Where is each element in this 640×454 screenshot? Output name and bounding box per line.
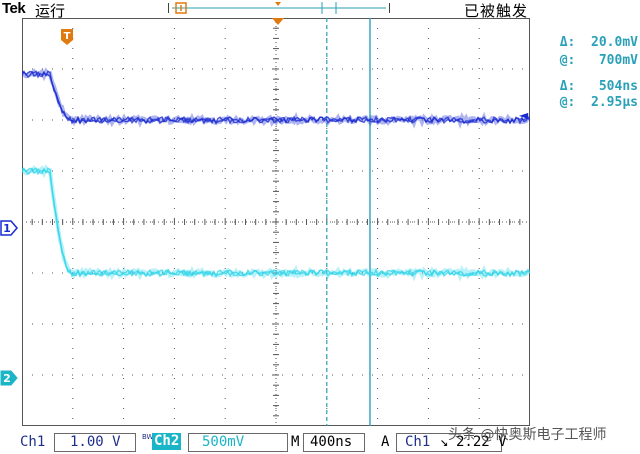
trigger-mode: A [381, 434, 390, 450]
ch2-marker-label: 2 [3, 372, 11, 385]
ch1-waveform-trace [21, 70, 531, 125]
ch1-marker-label: 1 [3, 222, 11, 235]
cursor-readout-v: @: 700mV [544, 38, 638, 68]
ch2-scale: 500mV [202, 434, 245, 450]
cursor-readout-dt: Δ: 504ns [544, 64, 638, 94]
trigger-marker-label: T [64, 31, 71, 42]
ref-level-icon: ◄ [519, 108, 529, 122]
settings-bar: Ch1 1.00 V BW Ch2 500mV M 400ns A Ch1 ↘ … [0, 430, 640, 454]
delta-symbol: Δ: [559, 35, 576, 50]
brand-logo: Tek [2, 0, 26, 17]
cursor-readout-t: @: 2.95µs [544, 80, 638, 110]
ch2-scale-box[interactable] [188, 433, 288, 452]
timebase-label: M [291, 434, 300, 450]
delta-t-value: 504ns [598, 79, 638, 94]
ch2-waveform-trace [21, 167, 531, 278]
trigger-position-marker[interactable]: T [60, 28, 74, 46]
waveform-display[interactable] [20, 17, 531, 427]
cursor-readout-dv: Δ: 20.0mV [544, 20, 638, 50]
bandwidth-limit-icon: BW [142, 433, 154, 441]
graticule [20, 17, 531, 427]
ch1-label[interactable]: Ch1 [20, 434, 46, 450]
status-bar: Tek 运行 已被触发 [0, 0, 640, 20]
at-v-value: 700mV [598, 53, 638, 68]
ch1-ground-marker[interactable]: 1 [0, 220, 18, 236]
timebase-box[interactable] [303, 433, 365, 452]
ch1-waveform-trace [21, 70, 531, 125]
at-symbol: @: [559, 95, 576, 110]
trigger-slope-icon: ↘ [440, 434, 449, 450]
delta-v-value: 20.0mV [591, 35, 638, 50]
ch2-ground-marker[interactable]: 2 [0, 370, 18, 386]
at-symbol: @: [559, 53, 576, 68]
trigger-level: 2.22 V [456, 434, 507, 450]
ch2-waveform [20, 164, 531, 282]
ch1-scale: 1.00 V [70, 434, 121, 450]
ch1-scale-box[interactable] [54, 433, 136, 452]
horizontal-position-icon [272, 18, 284, 25]
record-position-bar [168, 2, 390, 14]
watermark: 头条 @快奥斯电子工程师 [448, 427, 607, 443]
acquisition-state: 运行 [35, 2, 66, 20]
timebase-value: 400ns [310, 434, 353, 450]
ch2-waveform-trace [21, 167, 531, 278]
trigger-source: Ch1 [405, 434, 431, 450]
delta-symbol: Δ: [559, 79, 576, 94]
ch1-waveform [20, 67, 531, 129]
ch2-label[interactable]: Ch2 [152, 433, 182, 450]
trigger-status: 已被触发 [464, 2, 529, 20]
at-t-value: 2.95µs [591, 95, 638, 110]
trigger-box[interactable] [396, 433, 502, 452]
